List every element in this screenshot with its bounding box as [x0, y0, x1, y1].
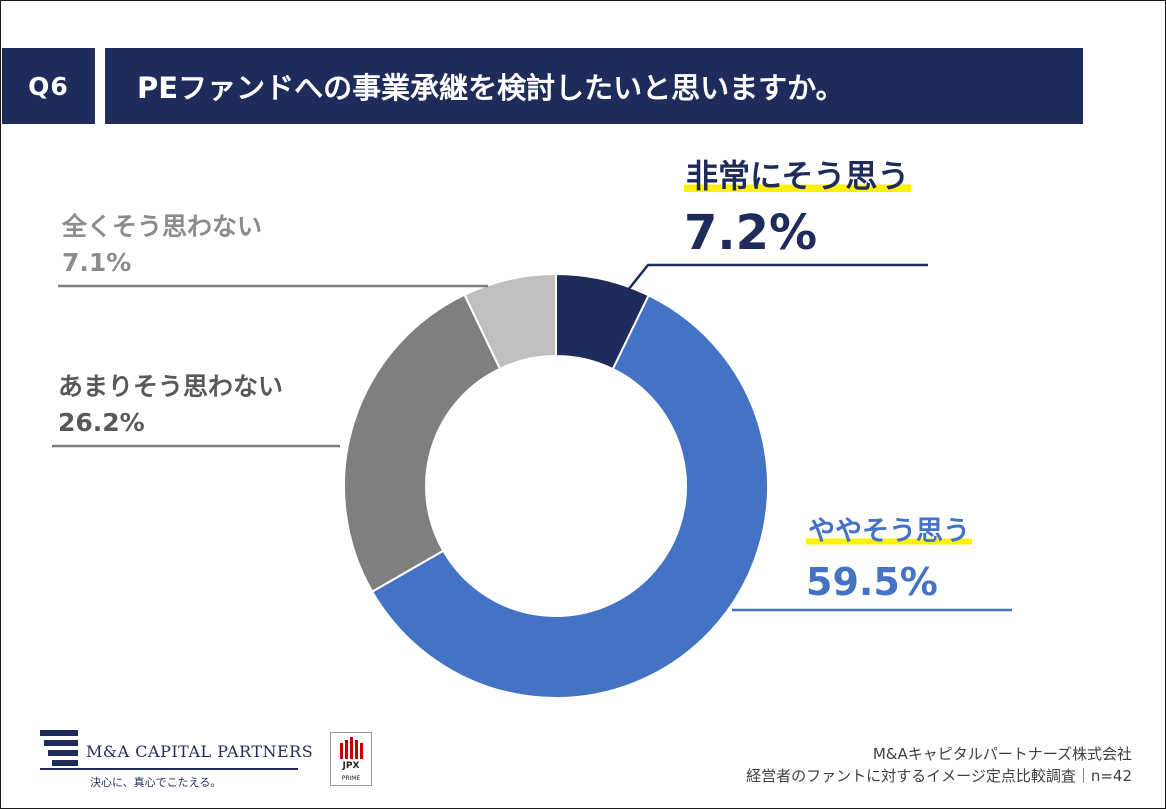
logo-divider [40, 768, 298, 770]
company-logo-text: M&A CAPITAL PARTNERS [86, 742, 314, 761]
jpx-label: JPX [342, 761, 360, 771]
label-very-much-value: 7.2% [684, 205, 818, 261]
label-somewhat-value: 59.5% [806, 560, 938, 604]
question-title: PEファンドへの事業承継を検討したいと思いますか。 [105, 48, 1083, 124]
slice-not-much [343, 293, 502, 593]
slice-somewhat [370, 293, 769, 699]
slice-not-at-all [463, 272, 557, 371]
label-somewhat-name: ややそう思う [806, 516, 972, 547]
label-very-much-name: 非常にそう思う [684, 157, 912, 195]
label-not-at-all-value: 7.1% [62, 248, 132, 277]
label-not-much-value: 26.2% [58, 408, 145, 437]
source-survey: 経営者のファントに対するイメージ定点比較調査｜n=42 [746, 767, 1132, 785]
leader-very-much [619, 263, 928, 301]
jpx-mark-icon [340, 737, 363, 759]
company-tagline: 決心に、真心でこたえる。 [90, 776, 222, 789]
question-number-badge: Q6 [2, 48, 95, 124]
label-not-much-name: あまりそう思わない [58, 372, 284, 401]
company-logo-mark [40, 730, 78, 766]
jpx-prime-label: PRIME [341, 775, 361, 782]
label-not-at-all-name: 全くそう思わない [62, 212, 263, 241]
source-company: M&Aキャピタルパートナーズ株式会社 [872, 745, 1132, 763]
jpx-prime-logo: JPX PRIME [330, 732, 372, 786]
